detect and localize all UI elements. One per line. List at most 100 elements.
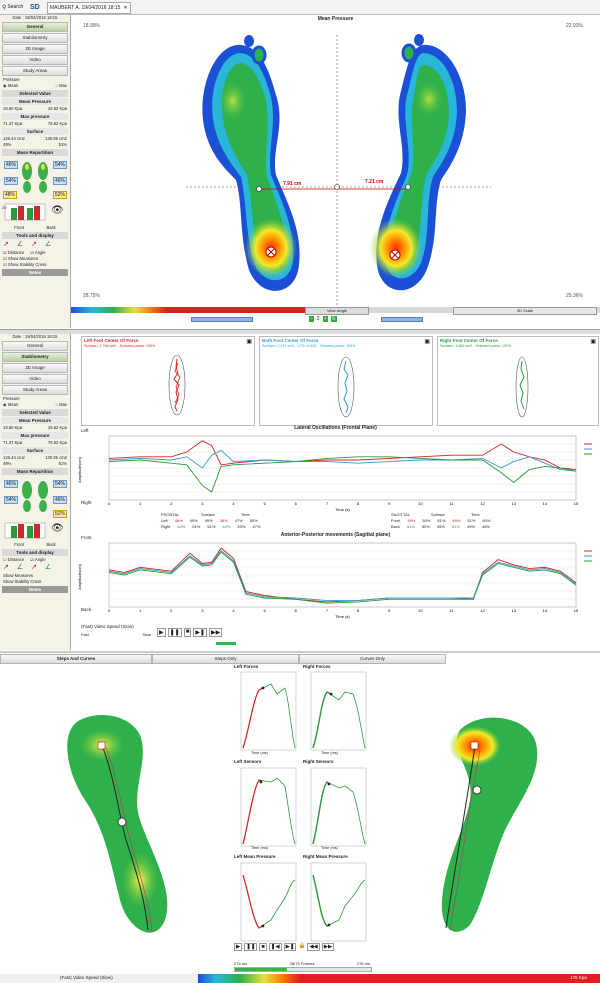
sidebar-button-video[interactable]: Video <box>2 55 68 65</box>
zoom-out-icon[interactable]: − <box>309 316 314 322</box>
ap-x-tick-label: 4 <box>232 608 235 613</box>
gait-pressure-scale <box>0 974 600 983</box>
ap-x-tick-label: 0 <box>108 608 111 613</box>
lat-x-tick-label: 8 <box>357 501 360 506</box>
sidebar-button-stabilometry[interactable]: Stabilometry <box>2 33 68 43</box>
tab-steps-only[interactable]: Steps Only <box>152 654 299 664</box>
angle-checkbox[interactable]: ☑ Angle <box>30 250 46 255</box>
sidebar2-button-3d-image[interactable]: 3D Image <box>2 363 68 373</box>
sidebar-button-3d-image[interactable]: 3D Image <box>2 44 68 54</box>
eye-icon[interactable]: 👁 <box>51 205 64 216</box>
mean-radio-2[interactable]: ◉ Mean <box>3 402 19 407</box>
ap-x-tick-label: 3 <box>201 608 204 613</box>
skip-end-icon[interactable]: ▶▶ <box>208 628 223 637</box>
angle-tool-icon-4[interactable]: ∠ <box>45 564 52 571</box>
lock-icon[interactable]: 🔒 <box>298 943 306 949</box>
max-pressure-values: 71.37 Kpa 76.62 Kpa <box>3 121 67 126</box>
measure-arrow-icon-3[interactable]: ↗ <box>3 564 9 571</box>
selected-value-header-2: Selected Value <box>2 409 68 416</box>
mean-pressure-header-2: Mean Pressure <box>2 417 68 424</box>
sidebar2-button-stabilometry[interactable]: Stabilometry <box>2 352 68 362</box>
show-measures-checkbox[interactable]: ☑ Show Measures <box>3 256 38 261</box>
frontal-surface-head: Surface <box>201 512 215 517</box>
ap-x-tick-label: 9 <box>388 608 391 613</box>
timeline-progress[interactable] <box>216 642 236 645</box>
angle-tool-icon[interactable]: ∠ <box>16 241 24 248</box>
lat-x-tick-label: 4 <box>232 501 235 506</box>
export-icon[interactable]: ▣ <box>246 339 252 345</box>
angle-tool-icon-3[interactable]: ∠ <box>16 564 24 571</box>
rotate-icon[interactable]: ↻ <box>330 316 337 322</box>
frame-slider[interactable] <box>234 967 372 972</box>
angle-tool-icon-2[interactable]: ∠ <box>45 241 52 248</box>
measure-arrow-icon-2[interactable]: ↗ <box>31 241 38 248</box>
show-measures-checkbox-2[interactable]: Show Measures <box>3 573 34 578</box>
export-icon-2[interactable]: ▣ <box>424 339 430 345</box>
max-radio-2[interactable]: ○ Max <box>55 402 67 407</box>
gait-pause-icon[interactable]: ❚❚ <box>244 943 258 951</box>
gait-skip-back-icon[interactable]: ◀◀ <box>307 943 320 951</box>
frame-time-left: 276 ms <box>234 961 248 966</box>
gait-step-back-icon[interactable]: ❚◀ <box>268 943 282 951</box>
right-forces-title: Right Forces <box>303 664 331 669</box>
measure-arrow-icon-4[interactable]: ↗ <box>31 564 38 571</box>
search-icon: ⚲ <box>2 4 7 11</box>
front-back-bar-chart-2 <box>4 522 46 539</box>
stop-icon[interactable]: ■ <box>183 628 192 637</box>
sidebar2-button-general[interactable]: General <box>2 341 68 351</box>
eye-icon-2[interactable]: 👁 <box>51 523 64 534</box>
lat-x-tick-label: 9 <box>388 501 391 506</box>
left-zoom-slider[interactable] <box>191 317 253 322</box>
max-pressure-header-2: Max pressure <box>2 432 68 439</box>
mass-repartition-header: Mass Repartition <box>2 149 68 156</box>
gait-stop-icon[interactable]: ■ <box>259 943 267 951</box>
angle-checkbox-2[interactable]: ☑ Angle <box>30 557 46 562</box>
rear-left-badge-2: 54% <box>4 496 19 504</box>
view-single-button[interactable]: View single <box>305 307 369 315</box>
right-zoom-slider[interactable] <box>381 317 423 322</box>
speed-slider[interactable]: Fast Slow <box>81 632 151 637</box>
scale-max-label: 178 Kpa <box>570 975 587 980</box>
left-cop-box: Left Foot Center Of Force Surface= 2.748… <box>81 336 255 426</box>
notes-header[interactable]: Notes <box>2 269 68 276</box>
lat-x-tick-label: 5 <box>264 501 267 506</box>
gait-step-forward-icon[interactable]: ▶❚ <box>283 943 297 951</box>
export-icon-3[interactable]: ▣ <box>590 339 596 345</box>
measure-arrow-icon[interactable]: ↗ <box>3 241 9 248</box>
distance-checkbox-2[interactable]: ☐ Distance <box>3 557 25 562</box>
left-forces-title: Left Forces <box>234 664 259 669</box>
distance-checkbox[interactable]: ☑ Distance <box>3 250 25 255</box>
pause-icon[interactable]: ❚❚ <box>167 628 182 637</box>
time-ms-label-4: Time (ms) <box>321 846 338 850</box>
lat-x-tick-label: 0 <box>108 501 111 506</box>
mean-pressure-title: Mean Pressure <box>317 16 354 22</box>
show-stability-checkbox[interactable]: ☑ Show Stability Cross <box>3 262 47 267</box>
pressure-radio-group-2: ◉ Mean ○ Max <box>3 402 67 408</box>
anterior-posterior-chart: Amplitude(cm) 0 1 2 3 4 5 6 7 8 9 10 11 12 13 14 15Time… <box>77 542 592 619</box>
gait-skip-forward-icon[interactable]: ▶▶ <box>321 943 335 951</box>
ap-x-tick-label: 13 <box>512 608 517 613</box>
sagittal-time-head: Time <box>471 512 480 517</box>
search-button[interactable]: ⚲ Search <box>2 2 23 12</box>
mean-radio[interactable]: ◉ Mean <box>3 83 19 88</box>
max-radio[interactable]: ○ Max <box>55 83 67 88</box>
sidebar-button-study-areas[interactable]: Study Areas <box>2 66 68 76</box>
lat-x-tick-label: 12 <box>480 501 485 506</box>
tab-curves-only[interactable]: Curves Only <box>299 654 446 664</box>
step-forward-icon[interactable]: ▶❚ <box>193 628 207 637</box>
sidebar2-button-video[interactable]: Video <box>2 374 68 384</box>
play-icon[interactable]: ▶ <box>157 628 166 637</box>
sidebar2-button-study-areas[interactable]: Study Areas <box>2 385 68 395</box>
sidebar-button-general[interactable]: General <box>2 22 68 32</box>
notes-header-2[interactable]: Notes <box>2 586 68 593</box>
zoom-value: 2 <box>316 316 320 322</box>
global-cop-marker <box>334 184 340 190</box>
both-cop-subtitle: Surface= 2.671 cm2 - LFD= 0.403 - Select… <box>262 344 356 348</box>
left-sensors-chart <box>240 767 297 847</box>
tab-steps-and-curves[interactable]: Steps And Curves <box>0 654 152 664</box>
close-icon[interactable]: ✕ <box>123 5 128 11</box>
gait-play-icon[interactable]: ▶ <box>234 943 243 951</box>
zoom-in-icon[interactable]: + <box>322 316 328 322</box>
show-stability-checkbox-2[interactable]: Show Stability Cross <box>3 579 42 584</box>
patient-tab[interactable]: MAUBERT A. 19/04/2016 18:15 ✕ <box>47 2 131 14</box>
